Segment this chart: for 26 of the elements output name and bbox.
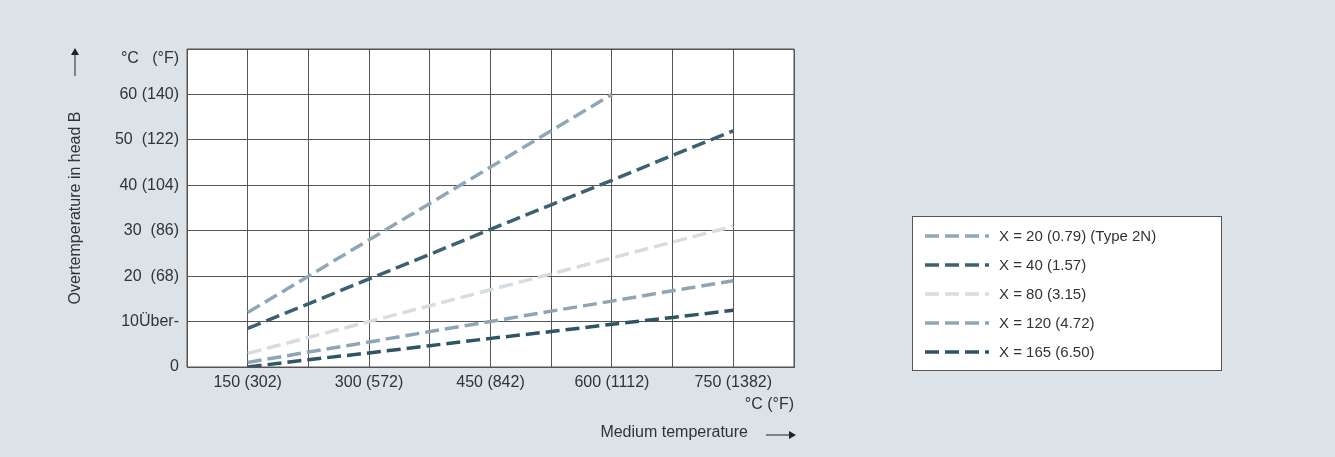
legend-label: X = 80 (3.15) bbox=[999, 285, 1087, 302]
x-tick-label: 450 (842) bbox=[456, 373, 525, 391]
x-tick-label: 150 (302) bbox=[213, 373, 282, 391]
text: °C (°F) bbox=[120, 49, 179, 67]
legend-label: X = 20 (0.79) (Type 2N) bbox=[999, 227, 1157, 244]
line-series bbox=[245, 278, 736, 365]
legend-label: X = 120 (4.72) bbox=[999, 314, 1095, 331]
x-tick-label: 600 (1112) bbox=[574, 373, 650, 391]
line-series bbox=[245, 129, 736, 331]
x-axis-title: Medium temperature bbox=[600, 423, 749, 441]
y-axis-title: Overtemperature in head B bbox=[66, 111, 84, 305]
y-tick-label: 20 (68) bbox=[123, 266, 179, 284]
text: °C (°F) bbox=[744, 395, 794, 413]
x-tick-label: 750 (1382) bbox=[694, 373, 772, 391]
line-series bbox=[245, 308, 736, 367]
legend-label: X = 40 (1.57) bbox=[999, 256, 1087, 273]
legend-label: X = 165 (6.50) bbox=[999, 343, 1095, 360]
y-tick-label: 40 (104) bbox=[119, 175, 179, 193]
y-tick-label: 30 (86) bbox=[123, 221, 179, 239]
y-tick-label: 0 bbox=[170, 357, 180, 375]
line-series bbox=[245, 92, 614, 315]
y-tick-label: 50 (122) bbox=[114, 130, 179, 148]
y-tick-label: 10Über- bbox=[121, 311, 179, 329]
x-tick-label: 300 (572) bbox=[334, 373, 404, 391]
y-tick-label: 60 (140) bbox=[119, 84, 179, 102]
line-series bbox=[245, 224, 736, 356]
